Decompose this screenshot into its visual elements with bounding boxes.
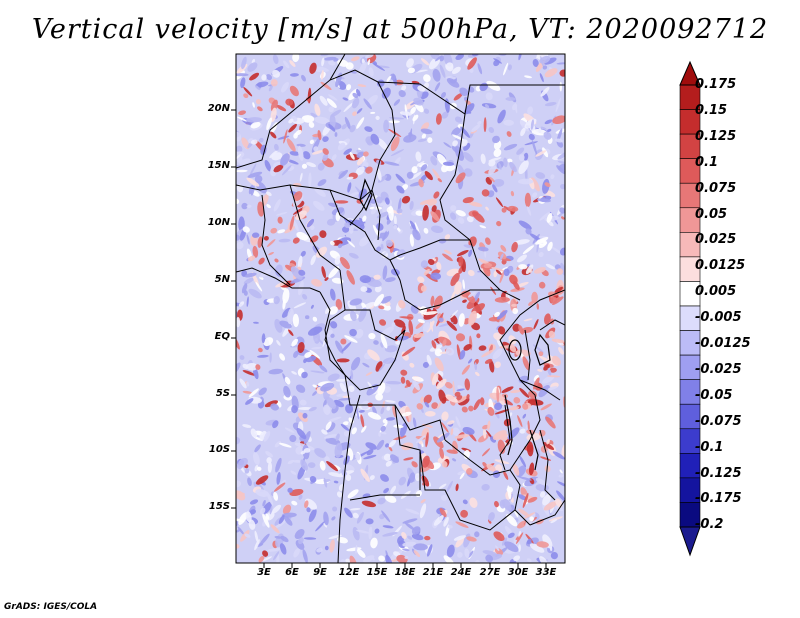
colorbar-label: 0.15 — [695, 102, 728, 118]
map-frame — [235, 53, 566, 564]
lat-label: 15S — [208, 501, 230, 512]
map-title: Vertical velocity [m/s] at 500hPa, VT: 2… — [31, 14, 769, 45]
grads-credit: GrADS: IGES/COLA — [4, 602, 98, 612]
lat-label: 10S — [208, 444, 230, 455]
lon-label: 6E — [285, 567, 299, 578]
colorbar-label: -0.005 — [695, 310, 742, 326]
colorbar-label: -0.075 — [695, 413, 742, 429]
colorbar-label: 0.175 — [695, 77, 737, 92]
lon-label: 21E — [422, 567, 444, 578]
colorbar-label: -0.1 — [695, 439, 724, 455]
lat-label: 20N — [207, 103, 230, 114]
country-borders — [236, 54, 565, 563]
map-field — [236, 54, 565, 563]
lon-label: 12E — [338, 567, 360, 578]
lon-label: 9E — [313, 567, 327, 578]
lakes — [359, 178, 551, 471]
colorbar-upper-arrow — [679, 60, 701, 86]
colorbar-label: 0.05 — [695, 206, 728, 222]
lon-label: 18E — [394, 567, 416, 578]
lon-label: 3E — [257, 567, 271, 578]
lat-label: 15N — [207, 160, 230, 171]
colorbar-label: -0.175 — [695, 491, 742, 507]
colorbar-label: 0.1 — [695, 154, 719, 170]
colorbar-label: 0.075 — [695, 180, 737, 196]
colorbar-label: 0.0125 — [695, 258, 746, 274]
lat-label: EQ — [214, 331, 230, 342]
lon-label: 15E — [366, 567, 388, 578]
colorbar-label: -0.0125 — [695, 336, 751, 351]
colorbar-label: -0.05 — [695, 387, 733, 403]
colorbar-label: -0.025 — [695, 361, 742, 377]
axis-ticks — [231, 109, 547, 568]
colorbar — [679, 60, 701, 557]
colorbar-label: 0.005 — [695, 284, 737, 300]
lat-label: 5N — [214, 274, 230, 285]
colorbar-label: -0.125 — [695, 465, 742, 481]
lon-label: 33E — [535, 567, 557, 578]
lon-label: 30E — [507, 567, 529, 578]
colorbar-label: 0.125 — [695, 128, 737, 144]
lat-label: 5S — [215, 388, 230, 399]
lon-label: 24E — [450, 567, 472, 578]
lat-label: 10N — [207, 217, 230, 228]
colorbar-label: 0.025 — [695, 232, 737, 248]
lon-label: 27E — [479, 567, 501, 578]
colorbar-label: -0.2 — [695, 517, 724, 533]
colorbar-lower-arrow — [679, 526, 701, 557]
